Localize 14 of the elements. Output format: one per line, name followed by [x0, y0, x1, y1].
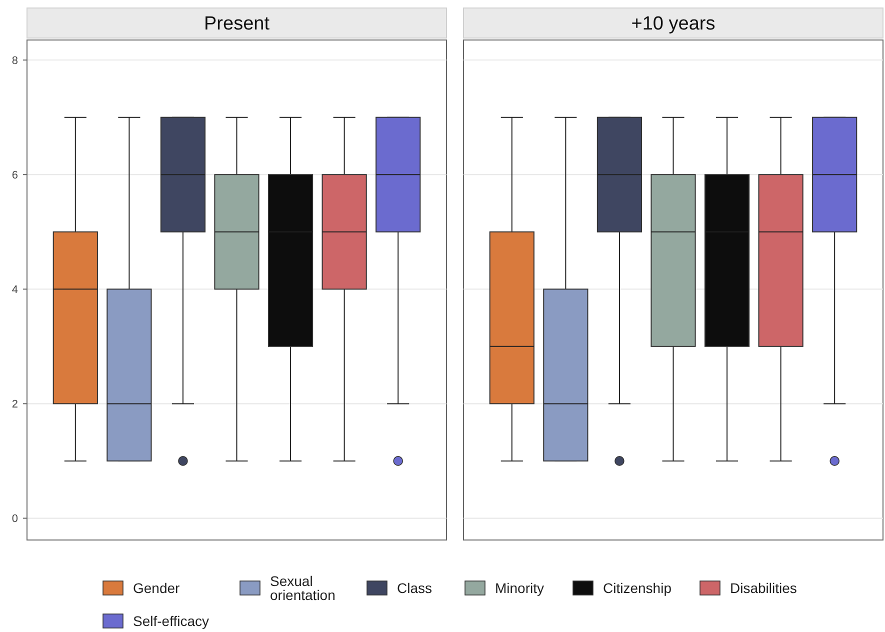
x-tick-label: +10 years [631, 14, 716, 35]
legend-label: Sexual orientation [270, 572, 336, 603]
legend-label: Gender [133, 580, 180, 596]
y-tick-label: 0 [12, 513, 18, 526]
y-tick-label: 6 [12, 169, 18, 182]
legend-label: Citizenship [603, 580, 672, 596]
legend-label: Disabilities [730, 580, 797, 596]
legend-label: Minority [495, 580, 544, 596]
y-tick-label: 8 [12, 54, 18, 67]
y-tick-label: 4 [12, 284, 18, 296]
legend-label: Class [397, 580, 432, 596]
legend-label: Self-efficacy [133, 612, 209, 629]
x-tick-label: Present [204, 14, 270, 35]
y-tick-label: 2 [12, 398, 18, 411]
